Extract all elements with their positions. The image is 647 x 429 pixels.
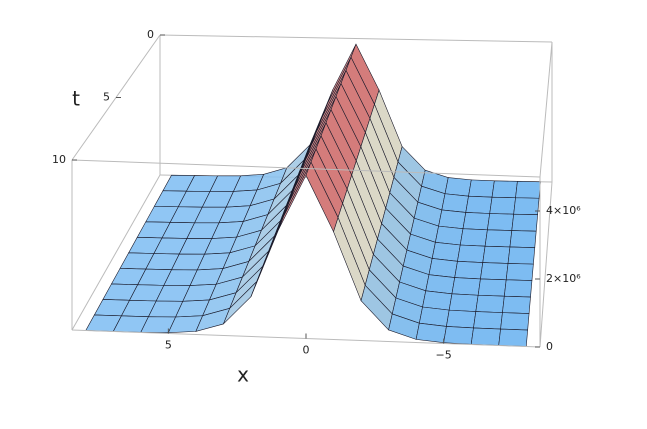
surface-patch — [457, 244, 486, 263]
surface-patch — [484, 229, 513, 248]
surface-patch — [477, 278, 507, 297]
surface-patch — [491, 180, 518, 199]
surface-patch — [425, 274, 456, 295]
surface-patch — [509, 230, 537, 248]
surface-patch — [454, 260, 484, 280]
surface-patch — [515, 181, 541, 199]
surface-patch — [482, 245, 511, 264]
surface-patch — [438, 209, 467, 230]
surface-patch — [443, 326, 474, 345]
surface-patch — [507, 246, 536, 265]
z-tick-label: 0 — [546, 340, 553, 353]
surface-patch — [503, 279, 533, 298]
surface-patch — [468, 179, 495, 198]
surface-patch — [441, 193, 469, 213]
surface-patch — [500, 312, 530, 331]
box-edge — [71, 159, 541, 178]
x-axis-label: x — [237, 363, 249, 387]
surface-patch — [444, 177, 472, 197]
surface-patch — [448, 293, 479, 312]
surface-patch — [502, 295, 531, 314]
surface-patch — [473, 311, 503, 330]
surface-patch — [470, 327, 501, 346]
z-tick-label: 4×10⁶ — [546, 204, 581, 217]
surface-patch — [431, 241, 461, 262]
surface-patch — [465, 195, 493, 214]
box-edge — [159, 34, 553, 43]
surface-patch — [446, 309, 477, 329]
x-tick-label: 0 — [303, 344, 310, 357]
x-tick-label: 5 — [165, 339, 172, 352]
surface-patch — [462, 212, 491, 231]
box-edge — [71, 174, 161, 331]
surface-patch — [487, 213, 515, 231]
surface-patch — [513, 197, 540, 216]
surface-patch — [480, 262, 509, 281]
surface-patch — [451, 277, 481, 296]
t-tick-label: 10 — [52, 153, 66, 166]
t-tick-label: 0 — [147, 28, 154, 41]
surface-patch — [428, 258, 458, 278]
surface-patch — [475, 294, 505, 313]
x-tick-label: −5 — [436, 349, 452, 362]
box-edge — [539, 181, 553, 348]
surface-patch — [459, 228, 488, 247]
box-edge — [539, 41, 553, 178]
surface-patch — [435, 225, 464, 246]
t-axis-label: t — [72, 87, 80, 111]
surface-patch — [489, 196, 516, 215]
surface-patch — [511, 213, 538, 232]
surface-patch — [505, 263, 534, 281]
z-tick-label: 2×10⁶ — [546, 272, 581, 285]
t-tick-label: 5 — [103, 91, 110, 104]
surface-patch — [415, 322, 447, 344]
surface-patch — [498, 328, 528, 347]
